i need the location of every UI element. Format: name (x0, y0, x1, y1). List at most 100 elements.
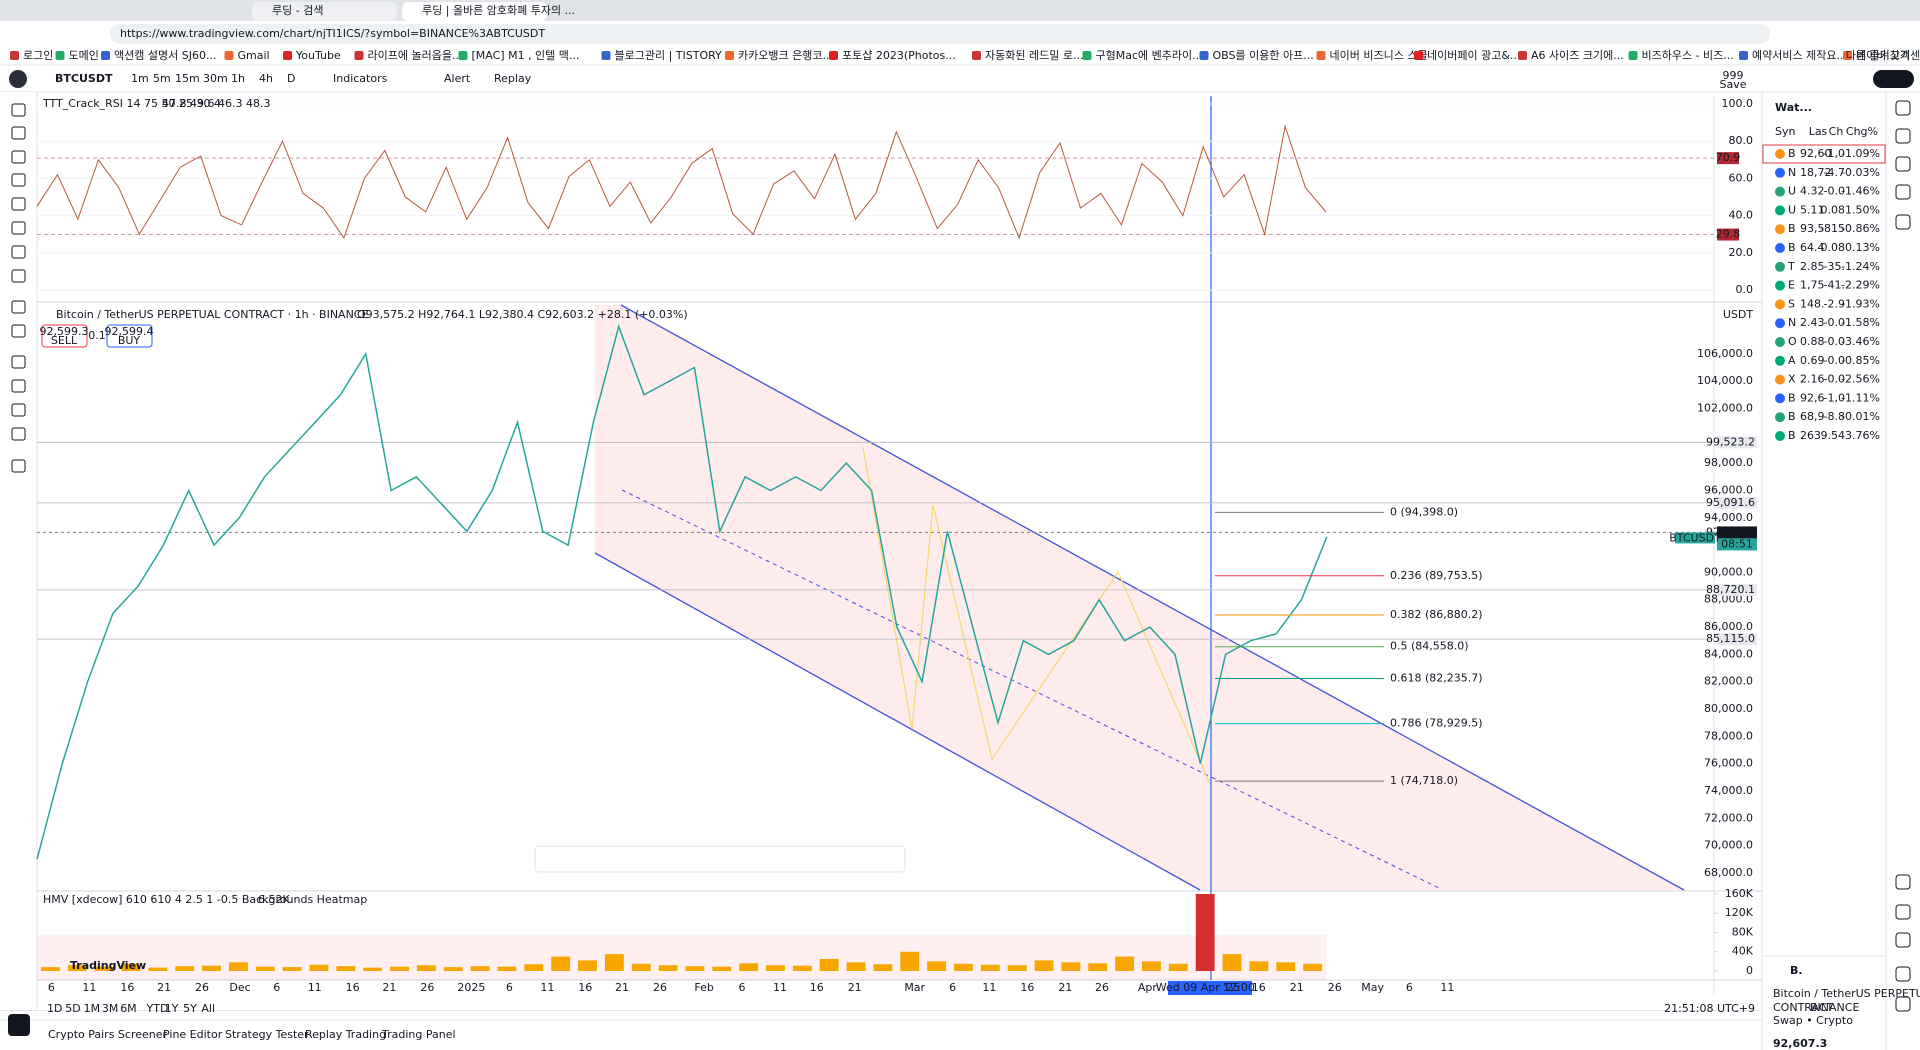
bookmark[interactable]: A6 사이즈 크기에... (1531, 49, 1624, 62)
bookmark[interactable]: 카카오뱅크 은행코... (738, 49, 833, 62)
bottom-tab[interactable]: Trading Panel (381, 1028, 456, 1041)
watchlist-title[interactable]: Wat... (1775, 101, 1812, 114)
tool-icon[interactable] (11, 245, 26, 259)
range-button[interactable]: YTD (146, 1002, 169, 1015)
watch-symbol[interactable]: B (1788, 147, 1796, 160)
sidebar-icon[interactable] (1895, 214, 1911, 230)
alert-button[interactable]: Alert (444, 72, 471, 85)
column-header[interactable]: Las (1809, 125, 1828, 138)
interval-button[interactable]: 4h (259, 72, 273, 85)
tool-icon[interactable] (11, 269, 26, 283)
tool-icon[interactable] (11, 126, 26, 140)
interval-button[interactable]: 30m (203, 72, 228, 85)
bookmark[interactable]: 네이버 비즈니스 스쿨 (1330, 49, 1428, 62)
watch-symbol[interactable]: O (1788, 335, 1797, 348)
column-header[interactable]: Ch (1829, 125, 1844, 138)
tool-icon[interactable] (11, 300, 26, 314)
sidebar-icon[interactable] (1895, 128, 1911, 144)
browser-tab[interactable] (402, 2, 547, 21)
bookmark[interactable]: 네이버페이 광고&... (1427, 49, 1520, 62)
watch-symbol[interactable]: T (1787, 260, 1795, 273)
bookmark[interactable]: OBS를 이용한 아프... (1213, 49, 1314, 62)
sidebar-icon[interactable] (1895, 932, 1911, 948)
sidebar-icon[interactable] (1895, 996, 1911, 1012)
range-button[interactable]: 5D (65, 1002, 80, 1015)
watch-symbol[interactable]: B (1788, 429, 1796, 442)
bookmark[interactable]: 자동화된 레드밀 로... (985, 49, 1083, 62)
save-label[interactable]: Save (1719, 78, 1746, 91)
watch-symbol[interactable]: E (1788, 279, 1795, 292)
indicators-button[interactable]: Indicators (333, 72, 388, 85)
bottom-tab[interactable]: Replay Trading (305, 1028, 386, 1041)
bookmark[interactable]: 도메인 (69, 49, 99, 62)
symbol-search[interactable]: BTCUSDT (55, 72, 113, 85)
tool-icon[interactable] (11, 403, 26, 417)
tool-icon[interactable] (11, 173, 26, 187)
watch-symbol[interactable]: B (1788, 410, 1796, 423)
watch-symbol[interactable]: N (1788, 316, 1796, 329)
range-button[interactable]: 5Y (183, 1002, 197, 1015)
sell-button[interactable] (41, 324, 88, 348)
watch-symbol[interactable]: N (1788, 166, 1796, 179)
drawing-floating-toolbar[interactable] (534, 845, 906, 873)
tool-icon[interactable] (11, 150, 26, 164)
save-count[interactable]: 999 (1723, 69, 1744, 82)
replay-button[interactable]: Replay (494, 72, 532, 85)
bookmark[interactable]: 로그인 (23, 49, 53, 62)
range-button[interactable]: 1M (84, 1002, 101, 1015)
tool-icon[interactable] (11, 379, 26, 393)
range-button[interactable]: 1D (47, 1002, 62, 1015)
bookmark[interactable]: YouTube (295, 49, 341, 62)
range-button[interactable]: All (201, 1002, 215, 1015)
favorites-button[interactable] (8, 1014, 30, 1036)
channel-line[interactable] (594, 552, 1201, 891)
interval-button[interactable]: 1m (131, 72, 149, 85)
bookmark[interactable]: 블로그관리 | TISTORY (615, 49, 723, 62)
bookmark[interactable]: 네이버 고객센터 (1856, 49, 1920, 62)
publish-label[interactable]: Publish (1873, 72, 1912, 85)
sidebar-icon[interactable] (1895, 184, 1911, 200)
interval-button[interactable]: 5m (153, 72, 171, 85)
sidebar-icon[interactable] (1895, 874, 1911, 890)
bookmark[interactable]: [MAC] M1 , 인텔 맥... (472, 49, 580, 62)
interval-button[interactable]: D (287, 72, 295, 85)
bookmark[interactable]: 액션캠 설명서 SJ60... (114, 49, 216, 62)
watch-symbol[interactable]: U (1788, 185, 1796, 198)
tool-icon[interactable] (11, 197, 26, 211)
bookmark[interactable]: Gmail (238, 49, 270, 62)
channel-line[interactable] (620, 304, 1685, 891)
buy-button[interactable] (106, 324, 153, 348)
tool-icon[interactable] (11, 427, 26, 441)
watch-symbol[interactable]: X (1788, 373, 1796, 386)
sidebar-icon[interactable] (1895, 904, 1911, 920)
range-button[interactable]: 3M (102, 1002, 119, 1015)
bookmark[interactable]: 라이프에 놀러옵을... (368, 49, 463, 62)
address-field[interactable] (110, 24, 1770, 44)
tool-icon[interactable] (11, 103, 26, 117)
bookmark[interactable]: 예약서비스 제작요... (1752, 48, 1847, 62)
interval-button[interactable]: 15m (175, 72, 200, 85)
bottom-tab[interactable]: Crypto Pairs Screener (48, 1028, 168, 1041)
bottom-tab[interactable]: Strategy Tester (225, 1028, 309, 1041)
watch-symbol[interactable]: S (1788, 297, 1795, 310)
wave-drawing[interactable] (862, 446, 1211, 785)
watch-symbol[interactable]: U (1788, 203, 1796, 216)
tool-icon[interactable] (11, 355, 26, 369)
bookmark-folder[interactable]: 다른 즐겨찾기 (1846, 49, 1910, 62)
bottom-tab[interactable]: Pine Editor (163, 1028, 223, 1041)
column-header[interactable]: Chg% (1846, 125, 1878, 138)
watch-symbol[interactable]: B (1788, 222, 1796, 235)
sidebar-icon[interactable] (1895, 156, 1911, 172)
tool-icon[interactable] (11, 459, 26, 473)
range-button[interactable]: 6M (120, 1002, 137, 1015)
avatar[interactable] (9, 70, 27, 88)
watch-symbol[interactable]: A (1788, 354, 1796, 367)
watch-symbol[interactable]: B (1788, 391, 1796, 404)
sidebar-icon[interactable] (1895, 100, 1911, 116)
browser-tab[interactable] (252, 2, 397, 21)
interval-button[interactable]: 1h (231, 72, 245, 85)
bookmark[interactable]: 포토샵 2023(Photos... (842, 49, 956, 62)
sidebar-icon[interactable] (1895, 966, 1911, 982)
column-header[interactable]: Syn (1775, 125, 1795, 138)
range-button[interactable]: 1Y (165, 1002, 179, 1015)
